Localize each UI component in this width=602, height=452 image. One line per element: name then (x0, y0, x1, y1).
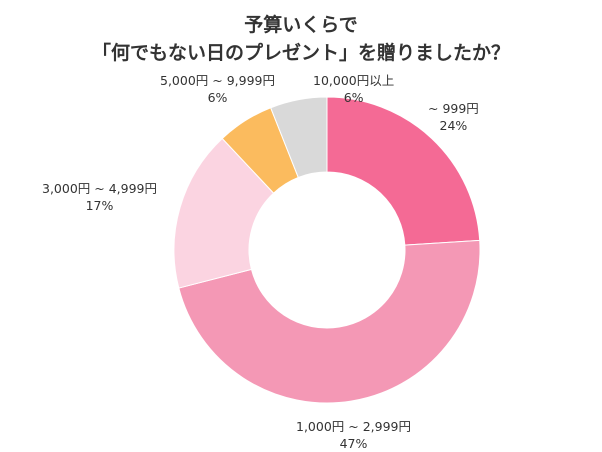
slice-0 (326, 96, 481, 246)
chart-title-line-1: 予算いくらで (244, 14, 358, 36)
slice-4 (270, 96, 328, 179)
label-10000-plus: 10,000円以上 6% (313, 73, 395, 105)
label-5000-9999: 5,000円 ~ 9,999円 6% (160, 73, 275, 105)
slice-1 (178, 239, 481, 404)
label-1000-2999: 1,000円 ~ 2,999円 47% (296, 419, 411, 451)
chart-title-line-2: 「何でもない日のプレゼント」を贈りましたか？ (91, 42, 510, 64)
label-3000-4999: 3,000円 ~ 4,999円 17% (42, 181, 157, 213)
label-under-999: ~ 999円 24% (428, 101, 479, 133)
